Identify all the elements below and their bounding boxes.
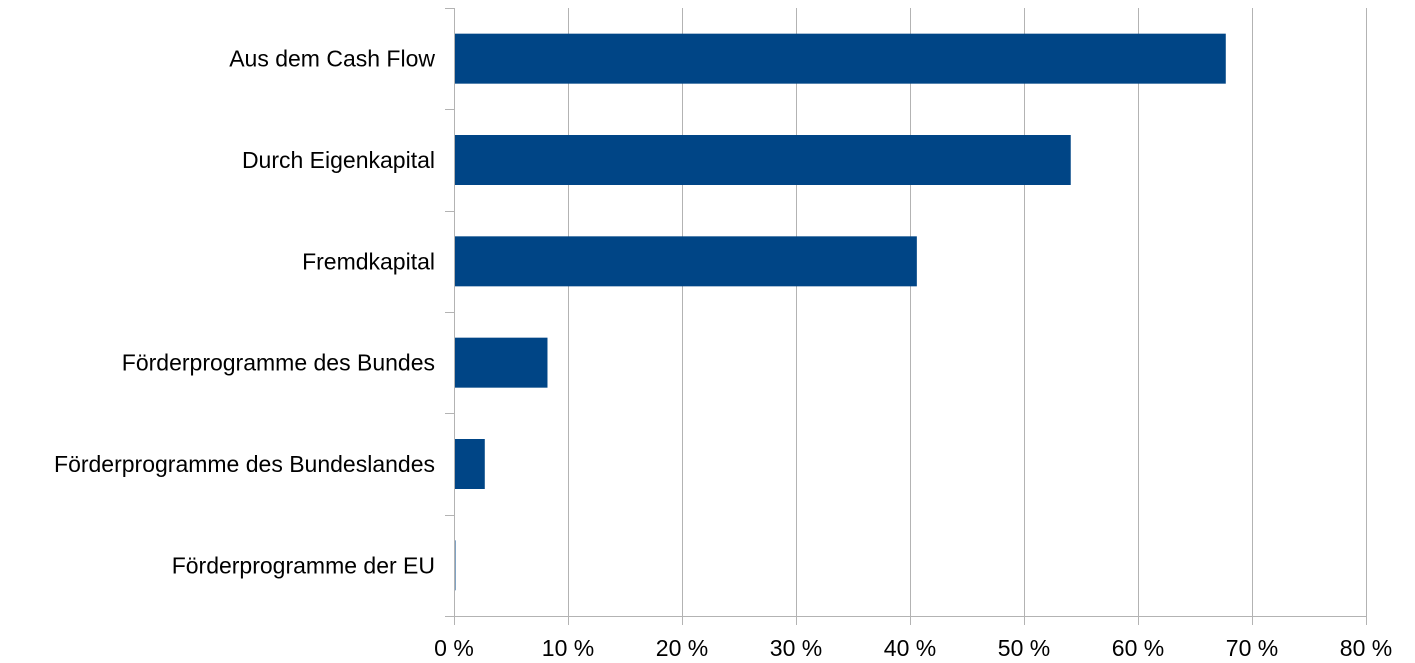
category-label: Aus dem Cash Flow <box>229 46 435 72</box>
x-tick-labels: 0 % 10 % 20 % 30 % 40 % 50 % 60 % 70 % 80 % <box>434 635 1392 661</box>
x-tick-label: 40 % <box>884 635 936 661</box>
category-label: Fremdkapital <box>302 248 435 274</box>
x-tick-label: 0 % <box>434 635 474 661</box>
bar <box>454 236 917 287</box>
x-tick-label: 20 % <box>656 635 708 661</box>
x-tick-label: 60 % <box>1112 635 1164 661</box>
bars <box>454 33 1226 591</box>
axes <box>445 8 1367 625</box>
bar <box>454 337 548 388</box>
x-tick-label: 50 % <box>998 635 1050 661</box>
category-label: Förderprogramme des Bundes <box>122 350 435 376</box>
category-label: Durch Eigenkapital <box>242 147 435 173</box>
gridlines <box>568 8 1367 625</box>
category-label: Förderprogramme des Bundeslandes <box>54 451 435 477</box>
bar <box>454 135 1071 185</box>
category-label: Förderprogramme der EU <box>172 552 435 578</box>
x-tick-label: 80 % <box>1340 635 1392 661</box>
category-labels: Aus dem Cash Flow Durch Eigenkapital Fremd… <box>54 46 435 579</box>
bar <box>454 33 1226 84</box>
x-tick-label: 30 % <box>770 635 822 661</box>
x-tick-label: 70 % <box>1226 635 1278 661</box>
x-tick-label: 10 % <box>542 635 594 661</box>
bar <box>454 439 485 489</box>
